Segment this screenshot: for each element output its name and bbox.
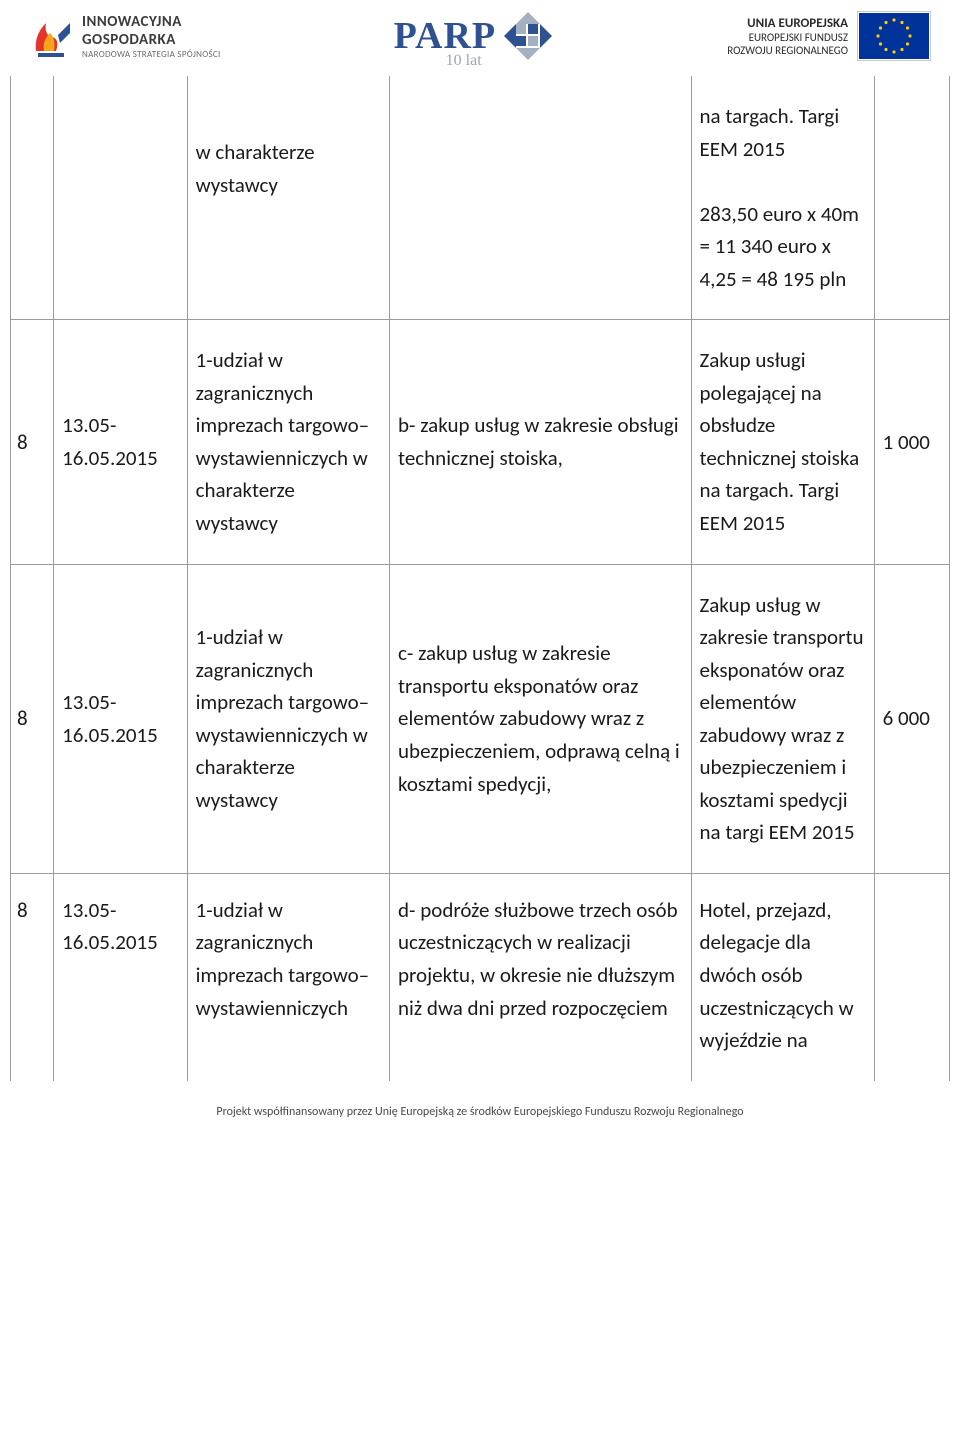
cell-date: 13.05-16.05.2015 — [54, 873, 188, 1080]
cell-category: 1-udział w zagranicznych imprezach targo… — [187, 564, 389, 873]
cell-scope: d- podróże służbowe trzech osób uczestni… — [390, 873, 692, 1080]
logo-parp: PARP 10 lat — [394, 10, 555, 62]
cell-desc: Hotel, przejazd, delegacje dla dwóch osó… — [691, 873, 874, 1080]
cell-lp — [11, 76, 54, 320]
logo-innowacyjna-gospodarka: INNOWACYJNA GOSPODARKA NARODOWA STRATEGI… — [30, 13, 221, 60]
logo-eu: UNIA EUROPEJSKA EUROPEJSKI FUNDUSZ ROZWO… — [727, 12, 930, 60]
eu-line2: EUROPEJSKI FUNDUSZ — [727, 31, 848, 44]
ig-line2: GOSPODARKA — [82, 31, 221, 49]
cell-category: 1-udział w zagranicznych imprezach targo… — [187, 320, 389, 564]
page: INNOWACYJNA GOSPODARKA NARODOWA STRATEGI… — [0, 0, 960, 1129]
ig-line3: NARODOWA STRATEGIA SPÓJNOŚCI — [82, 49, 221, 60]
cell-desc: Zakup usług w zakresie transportu ekspon… — [691, 564, 874, 873]
eu-line3: ROZWOJU REGIONALNEGO — [727, 44, 848, 57]
cell-scope: b- zakup usług w zakresie obsługi techni… — [390, 320, 692, 564]
cell-scope — [390, 76, 692, 320]
cell-category: 1-udział w zagranicznych imprezach targo… — [187, 873, 389, 1080]
cell-category: w charakterze wystawcy — [187, 76, 389, 320]
cell-date: 13.05-16.05.2015 — [54, 564, 188, 873]
table-row: 8 13.05-16.05.2015 1-udział w zagraniczn… — [11, 564, 950, 873]
ig-flame-icon — [30, 15, 72, 57]
table-row: 8 13.05-16.05.2015 1-udział w zagraniczn… — [11, 320, 950, 564]
cell-amount: 6 000 — [874, 564, 949, 873]
footer-text: Projekt współfinansowany przez Unię Euro… — [10, 1081, 950, 1129]
cell-amount: 1 000 — [874, 320, 949, 564]
cell-desc: Zakup usługi polegającej na obsłudze tec… — [691, 320, 874, 564]
table-row: 8 13.05-16.05.2015 1-udział w zagraniczn… — [11, 873, 950, 1080]
eu-line1: UNIA EUROPEJSKA — [727, 16, 848, 31]
cell-scope: c- zakup usług w zakresie transportu eks… — [390, 564, 692, 873]
table-row: w charakterze wystawcy na targach. Targi… — [11, 76, 950, 320]
cell-lp: 8 — [11, 564, 54, 873]
cell-desc: na targach. Targi EEM 2015 283,50 euro x… — [691, 76, 874, 320]
ig-line1: INNOWACYJNA — [82, 13, 221, 31]
cell-amount — [874, 873, 949, 1080]
cell-date — [54, 76, 188, 320]
eu-flag-icon — [858, 12, 930, 60]
parp-arrow-icon — [502, 10, 554, 62]
cell-lp: 8 — [11, 873, 54, 1080]
header-logos: INNOWACYJNA GOSPODARKA NARODOWA STRATEGI… — [10, 10, 950, 76]
cell-date: 13.05-16.05.2015 — [54, 320, 188, 564]
cell-lp: 8 — [11, 320, 54, 564]
parp-sub: 10 lat — [446, 52, 482, 70]
data-table: w charakterze wystawcy na targach. Targi… — [10, 76, 950, 1081]
cell-amount — [874, 76, 949, 320]
